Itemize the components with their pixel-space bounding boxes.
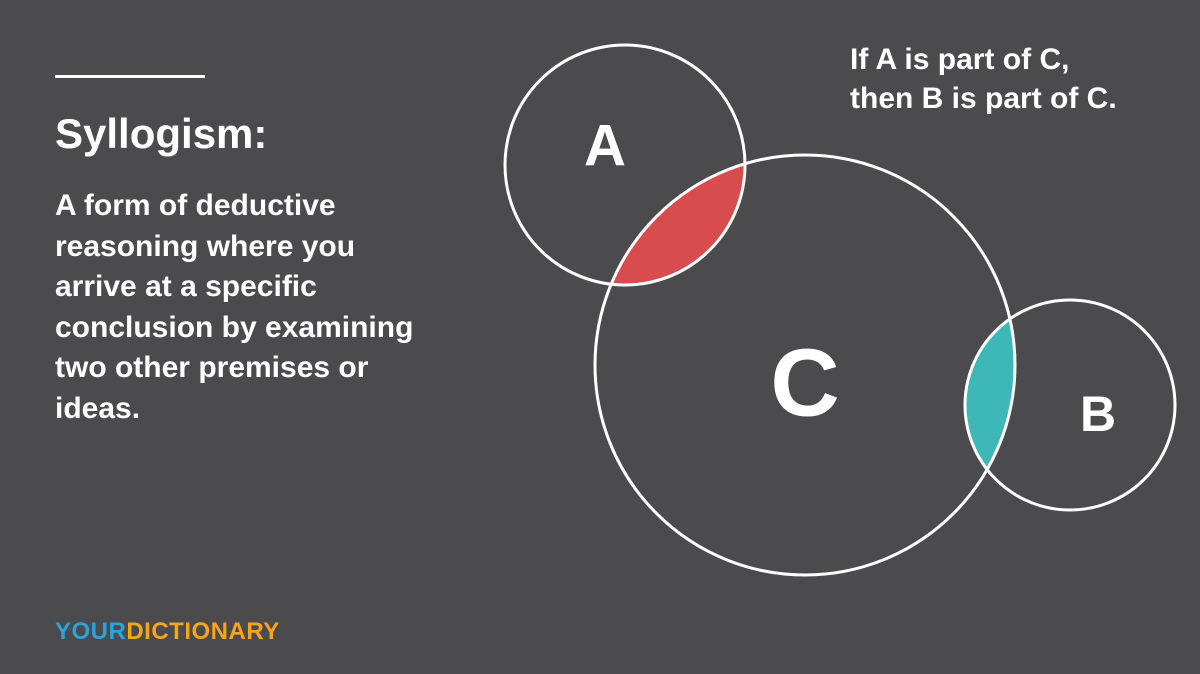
- label-a: A: [584, 113, 626, 178]
- logo-dictionary: DICTIONARY: [126, 618, 279, 645]
- label-b: B: [1080, 386, 1116, 442]
- divider-line: [55, 75, 205, 78]
- label-c: C: [770, 329, 839, 436]
- logo-your: YOUR: [55, 618, 126, 645]
- definition-block: Syllogism: A form of deductive reasoning…: [55, 75, 445, 429]
- venn-diagram: C A B: [470, 30, 1190, 650]
- infographic-canvas: Syllogism: A form of deductive reasoning…: [0, 0, 1200, 674]
- logo: YOURDICTIONARY: [55, 618, 280, 646]
- definition-text: A form of deductive reasoning where you …: [55, 186, 445, 429]
- term-heading: Syllogism:: [55, 110, 445, 158]
- venn-svg: C A B: [470, 30, 1190, 650]
